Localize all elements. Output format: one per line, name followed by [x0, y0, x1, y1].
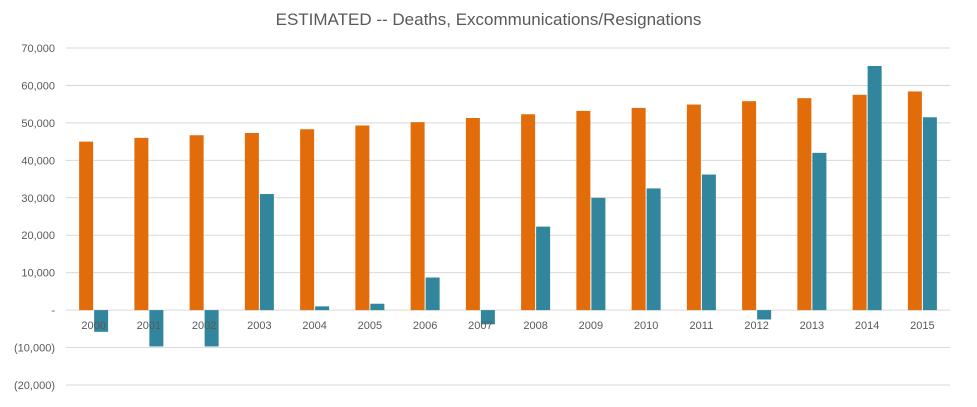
x-tick-label: 2013: [800, 320, 824, 332]
x-tick-label: 2010: [634, 320, 658, 332]
bar-series-1: [907, 91, 922, 311]
bar-series-2: [315, 306, 330, 311]
x-tick-label: 2001: [137, 320, 161, 332]
bar-series-1: [79, 141, 94, 311]
y-tick-label: 10,000: [21, 268, 55, 280]
x-tick-label: 2012: [744, 320, 768, 332]
x-tick-label: 2002: [192, 320, 216, 332]
bar-series-1: [134, 137, 149, 311]
y-tick-label: 20,000: [21, 230, 55, 242]
x-tick-label: 2008: [523, 320, 547, 332]
x-tick-label: 2004: [302, 320, 326, 332]
bar-series-1: [244, 132, 259, 311]
bar-series-1: [189, 135, 204, 311]
bar-series-1: [686, 104, 701, 311]
y-tick-label: 60,000: [21, 80, 55, 92]
bars: [79, 65, 937, 347]
bar-series-1: [410, 122, 425, 311]
bar-series-1: [465, 118, 480, 311]
y-axis-ticks: 70,000 60,000 50,000 40,000 30,000 20,000 10,0…: [14, 43, 55, 392]
x-tick-label: 2011: [690, 320, 714, 332]
bar-series-2: [370, 303, 385, 311]
bar-series-1: [852, 94, 867, 311]
bar-series-2: [149, 310, 164, 347]
bar-series-1: [300, 129, 315, 311]
bar-series-2: [425, 277, 440, 311]
x-tick-label: 2014: [855, 320, 879, 332]
y-tick-label: 30,000: [21, 193, 55, 205]
bar-series-2: [259, 194, 274, 311]
y-tick-label: (10,000): [14, 343, 55, 355]
bar-series-1: [576, 110, 591, 311]
y-tick-label: 40,000: [21, 155, 55, 167]
bar-series-2: [591, 197, 606, 311]
x-tick-label: 2003: [247, 320, 271, 332]
bar-series-2: [646, 188, 661, 311]
x-tick-label: 2007: [468, 320, 492, 332]
bar-series-2: [94, 310, 109, 332]
x-tick-label: 2009: [579, 320, 603, 332]
y-tick-label: 50,000: [21, 118, 55, 130]
bar-series-1: [742, 101, 757, 311]
bar-series-1: [631, 107, 646, 311]
y-tick-label: -: [51, 305, 55, 317]
bar-series-2: [867, 65, 882, 311]
bar-series-2: [812, 152, 827, 311]
bar-series-1: [797, 98, 812, 311]
x-axis-ticks: 2000 2001 2002 2003 2004 2005 2006 2007 2008 2009…: [81, 320, 934, 332]
y-tick-label: 70,000: [21, 43, 55, 55]
y-tick-label: (20,000): [14, 380, 55, 392]
bar-series-2: [536, 226, 551, 311]
bar-series-2: [480, 310, 495, 325]
chart-title: ESTIMATED -- Deaths, Excommunications/Re…: [275, 10, 702, 29]
bar-series-1: [521, 114, 536, 311]
x-tick-label: 2015: [910, 320, 934, 332]
bar-series-2: [922, 117, 937, 311]
bar-series-2: [204, 310, 219, 347]
bar-series-2: [757, 310, 772, 320]
x-tick-label: 2000: [81, 320, 105, 332]
bar-series-1: [355, 125, 370, 311]
x-tick-label: 2005: [358, 320, 382, 332]
bar-series-2: [701, 174, 716, 311]
x-tick-label: 2006: [413, 320, 437, 332]
